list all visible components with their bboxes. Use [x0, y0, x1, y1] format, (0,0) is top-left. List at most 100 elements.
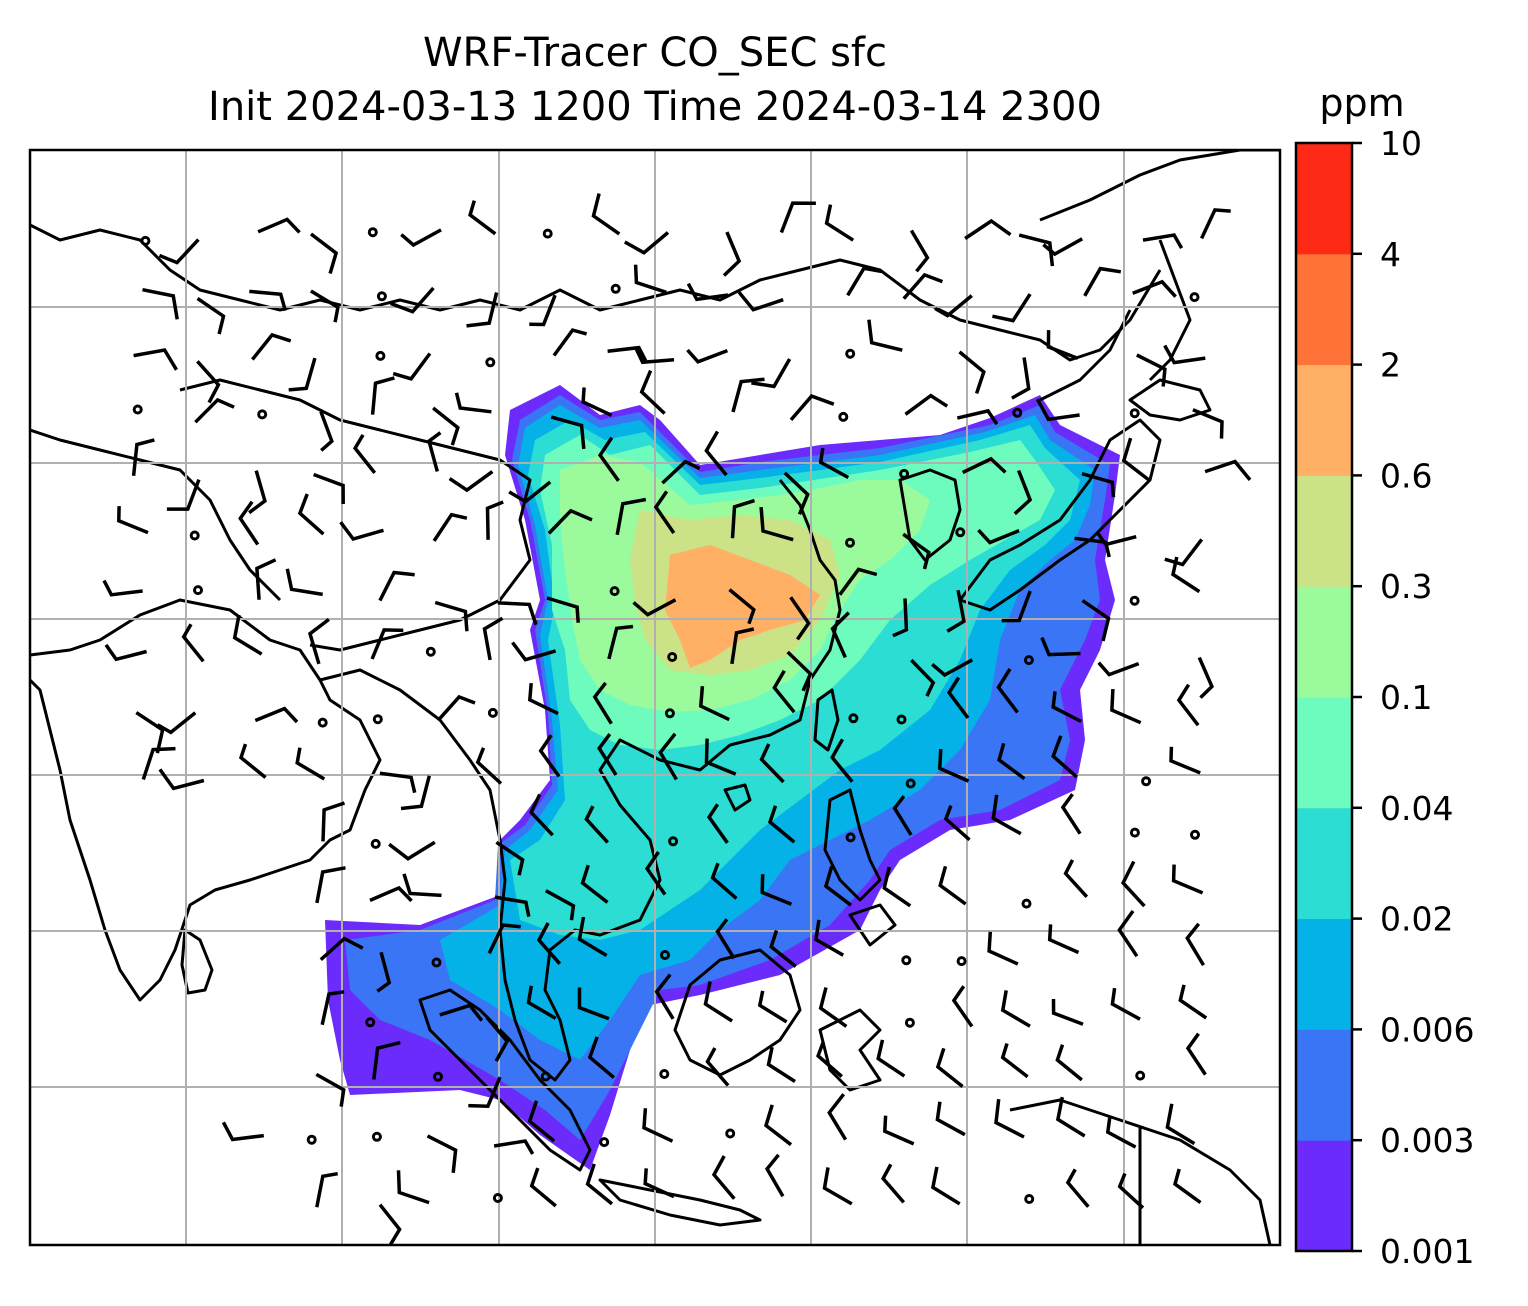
coastline-sumatra [418, 988, 592, 1172]
wind-barb [786, 650, 813, 692]
wind-barb [528, 793, 554, 837]
colorbar-tick-label: 0.3 [1380, 567, 1432, 606]
wind-barb [751, 358, 792, 389]
coastline-korea [898, 468, 962, 562]
wind-barb [1185, 1032, 1207, 1076]
wind-barb [607, 345, 648, 362]
colorbar-tick-label: 2 [1380, 346, 1401, 385]
wind-barb [1035, 398, 1080, 422]
wind-barb [703, 981, 734, 1023]
wind-barbs [102, 193, 1252, 1245]
wind-barb [585, 1163, 614, 1206]
wind-barb [426, 431, 442, 472]
wind-barb [376, 951, 392, 993]
wind-barb [592, 681, 613, 725]
wind-barb [632, 598, 677, 617]
wind-barb [910, 658, 936, 697]
wind-barb [977, 528, 1020, 545]
calm-wind-marker [845, 348, 856, 359]
calm-wind-marker [899, 468, 910, 479]
wind-barb [1001, 590, 1032, 623]
wind-barb [715, 918, 736, 960]
calm-wind-marker [667, 652, 678, 662]
colorbar-tick-label: 0.006 [1380, 1010, 1474, 1049]
wind-barb [880, 1163, 906, 1204]
wind-barb [372, 1040, 401, 1080]
calm-wind-marker [367, 227, 378, 238]
wind-barb [892, 598, 909, 638]
wind-barb [1055, 1044, 1083, 1082]
wind-barb [1169, 746, 1201, 775]
calm-wind-marker [845, 832, 856, 843]
wind-barb [432, 512, 468, 542]
wind-barb [396, 1170, 430, 1205]
calm-wind-marker [487, 707, 498, 718]
wind-barb [935, 1101, 966, 1137]
colorbar-tick-label: 0.1 [1380, 678, 1432, 717]
calm-wind-marker [848, 713, 859, 724]
conc-band-0.6 [665, 545, 820, 668]
calm-wind-marker [896, 714, 907, 725]
wind-barb [997, 742, 1026, 781]
calm-wind-marker [905, 778, 916, 789]
colorbar-segment [1296, 253, 1352, 366]
calm-wind-marker [542, 228, 553, 239]
wind-barb [789, 394, 835, 422]
wind-barb [705, 1047, 730, 1087]
wind-barb [639, 369, 666, 415]
wind-barb [527, 682, 559, 716]
calm-wind-marker [1190, 829, 1200, 840]
wind-barb [653, 490, 676, 534]
wind-barb [426, 1134, 458, 1173]
coastline-borneo [673, 948, 802, 1077]
wind-barb [994, 1098, 1025, 1139]
wind-barb [352, 434, 377, 474]
coastline-taiwan [813, 688, 840, 752]
wind-barb [1046, 330, 1079, 361]
wind-barb [1197, 656, 1214, 699]
wind-barb [315, 1072, 346, 1107]
wind-barb [759, 506, 794, 542]
wind-barb [312, 472, 345, 505]
wind-barb [307, 618, 330, 665]
calm-wind-marker [1129, 408, 1140, 419]
wind-barb [378, 1203, 402, 1245]
coastline-russia-east [1039, 150, 1280, 402]
wind-barb [822, 1167, 853, 1206]
map-subtitle: Init 2024-03-13 1200 Time 2024-03-14 230… [208, 84, 1102, 130]
wind-barb [909, 229, 930, 273]
wind-barb [964, 218, 1012, 240]
calm-wind-marker [306, 1134, 317, 1145]
wind-barb [584, 805, 609, 844]
wind-barb [536, 922, 562, 965]
wind-barb [934, 294, 973, 318]
calm-wind-marker [257, 409, 268, 420]
wind-barb [158, 238, 200, 265]
wind-barb [958, 350, 986, 394]
wind-barb [943, 804, 971, 842]
wind-barb [194, 397, 235, 424]
calm-wind-marker [433, 1071, 443, 1082]
wind-barb [133, 348, 178, 371]
wind-barb [552, 328, 588, 357]
wind-barb [485, 500, 504, 540]
border-china-west [179, 378, 532, 652]
colorbar-segment [1296, 807, 1352, 920]
calm-wind-marker [372, 714, 383, 725]
wind-barb [931, 658, 974, 678]
wind-barb [309, 232, 339, 274]
wind-barb [1171, 864, 1204, 895]
wind-barb [760, 874, 793, 906]
wind-barb [789, 596, 811, 641]
wind-barb [946, 676, 970, 719]
wind-barb [251, 332, 292, 361]
wind-barb [827, 1093, 848, 1141]
coastline-new-guinea [1009, 1098, 1272, 1245]
wind-barb [996, 667, 1019, 714]
wind-barb [704, 738, 737, 776]
wind-barb [221, 1121, 265, 1142]
calm-wind-marker [659, 1069, 670, 1079]
colorbar-segment [1296, 364, 1352, 476]
wind-barb [759, 743, 785, 784]
wind-barb [1192, 408, 1224, 439]
